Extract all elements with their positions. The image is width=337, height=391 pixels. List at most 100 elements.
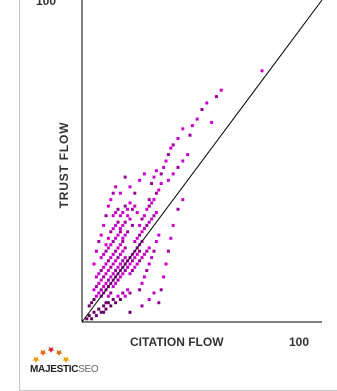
data-point	[195, 117, 199, 121]
data-point	[140, 304, 144, 308]
data-point	[147, 198, 151, 202]
data-point	[114, 236, 118, 240]
data-point	[159, 288, 163, 292]
data-point	[111, 298, 115, 301]
data-point	[138, 223, 142, 227]
data-point	[87, 314, 91, 318]
data-point	[152, 214, 156, 218]
data-point	[157, 188, 161, 192]
data-point	[106, 259, 110, 263]
data-point	[116, 233, 120, 237]
data-point	[126, 207, 130, 211]
data-point	[135, 262, 139, 266]
data-point	[123, 233, 127, 237]
data-point	[128, 262, 132, 266]
data-point	[102, 265, 106, 269]
data-point	[97, 307, 101, 311]
data-point	[152, 175, 156, 179]
data-point	[157, 233, 161, 237]
data-point	[109, 256, 113, 260]
data-point	[116, 256, 120, 260]
data-point	[111, 272, 115, 276]
data-point	[118, 227, 122, 231]
data-point	[102, 310, 106, 314]
data-point	[116, 294, 120, 298]
data-point	[140, 230, 144, 234]
data-points	[85, 69, 264, 321]
data-point	[116, 265, 120, 269]
data-point	[118, 275, 122, 279]
data-point	[85, 317, 89, 321]
data-point	[145, 249, 149, 253]
data-point	[114, 211, 118, 214]
data-point	[104, 262, 108, 266]
data-point	[171, 172, 175, 176]
data-point	[138, 233, 142, 237]
data-point	[152, 291, 156, 295]
data-point	[102, 285, 106, 289]
data-point	[128, 272, 132, 276]
data-point	[152, 249, 156, 253]
data-point	[104, 214, 108, 218]
data-point	[166, 178, 170, 182]
data-point	[140, 281, 144, 285]
data-point	[104, 281, 108, 285]
data-point	[99, 233, 103, 237]
data-point	[111, 214, 115, 218]
data-point	[150, 201, 154, 205]
data-point	[154, 169, 158, 173]
data-point	[135, 252, 139, 256]
data-point	[97, 281, 101, 285]
data-point	[94, 294, 98, 298]
data-point	[135, 236, 139, 240]
data-point	[138, 259, 142, 263]
data-point	[118, 214, 122, 218]
data-point	[94, 285, 98, 289]
data-point	[121, 291, 125, 295]
y-axis-label: TRUST FLOW	[57, 122, 71, 209]
data-point	[114, 249, 118, 253]
data-point	[176, 207, 180, 211]
data-point	[200, 108, 204, 111]
data-point	[99, 288, 103, 292]
data-point	[97, 291, 101, 295]
data-point	[106, 236, 110, 240]
data-point	[130, 207, 134, 211]
logo-brand-light: SEO	[78, 364, 99, 375]
logo-brand-bold: MAJESTIC	[30, 364, 79, 375]
logo-wordmark: MAJESTICSEO	[30, 364, 99, 375]
data-point	[109, 198, 113, 202]
data-point	[109, 265, 113, 269]
data-point	[106, 294, 110, 298]
data-point	[106, 269, 110, 272]
data-point	[157, 301, 161, 305]
data-point	[106, 278, 110, 282]
data-point	[169, 146, 173, 150]
data-point	[123, 256, 127, 260]
data-point	[181, 159, 185, 163]
data-point	[126, 288, 130, 292]
data-point	[104, 272, 108, 276]
logo-stars-icon	[32, 346, 70, 363]
data-point	[123, 204, 127, 208]
x-tick-label-max: 100	[289, 335, 309, 349]
data-point	[94, 314, 98, 318]
data-point	[111, 285, 115, 289]
data-point	[106, 204, 110, 208]
data-point	[140, 256, 144, 260]
data-point	[111, 240, 115, 243]
data-point	[92, 262, 96, 266]
data-point	[87, 304, 91, 308]
data-point	[104, 243, 108, 247]
data-point	[190, 124, 194, 128]
data-point	[176, 137, 180, 140]
data-point	[102, 275, 106, 279]
data-point	[109, 275, 113, 279]
data-point	[147, 262, 151, 266]
data-point	[123, 269, 127, 272]
data-point	[186, 153, 190, 157]
data-point	[109, 243, 113, 247]
data-point	[164, 159, 168, 163]
data-point	[121, 211, 125, 214]
data-point	[135, 211, 139, 214]
